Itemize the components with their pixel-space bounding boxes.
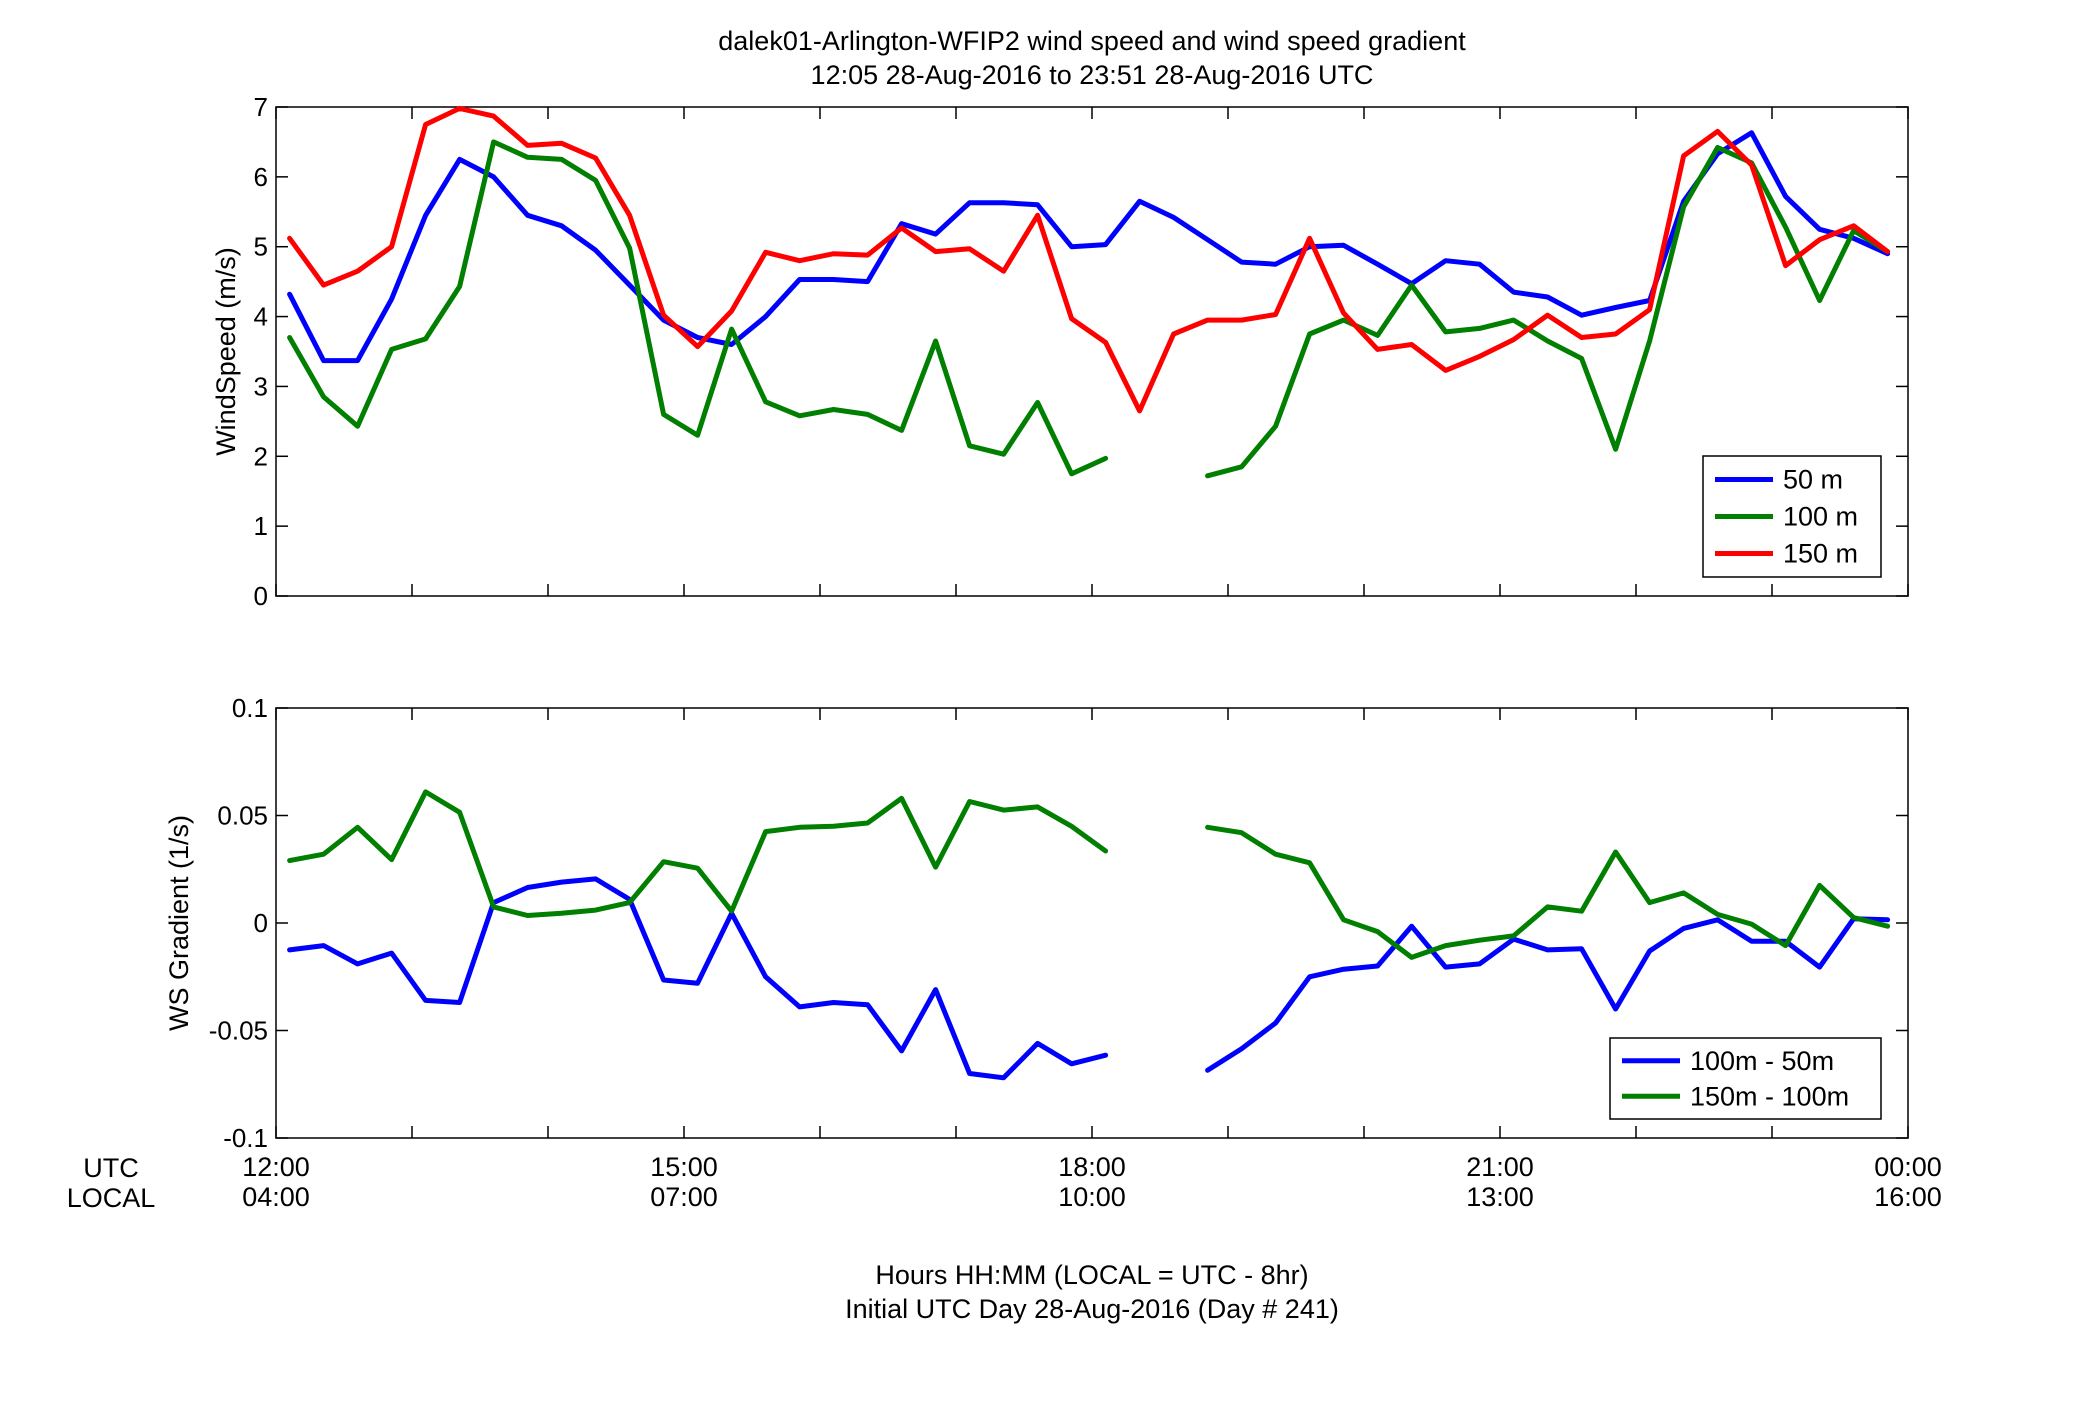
legend-label: 100 m: [1783, 502, 1858, 532]
y-tick-label: 0.1: [232, 693, 268, 723]
legend-label: 100m - 50m: [1690, 1046, 1834, 1076]
legend-label: 150m - 100m: [1690, 1081, 1849, 1111]
y-tick-label: 1: [254, 511, 268, 541]
y-tick-label: 0: [254, 908, 268, 938]
legend-label: 50 m: [1783, 465, 1843, 495]
plot-frame: [275, 106, 1909, 597]
x-axis-label-line1: Hours HH:MM (LOCAL = UTC - 8hr): [875, 1260, 1308, 1290]
legend-label: 150 m: [1783, 539, 1858, 569]
legend-box: [1609, 1037, 1882, 1120]
x-tick-label-utc: 15:00: [650, 1152, 718, 1182]
y-tick-label: -0.1: [223, 1123, 268, 1153]
x-tick-label-local: 16:00: [1874, 1182, 1942, 1212]
x-tick-label-utc: 18:00: [1058, 1152, 1126, 1182]
windspeed-panel: 0 1 2 3 4 5 6 7 WindSpeed (m/s) 50 m 100 m 150 m: [211, 92, 1909, 611]
y-axis-label: WS Gradient (1/s): [164, 815, 194, 1031]
x-tick-label-local: 04:00: [242, 1182, 310, 1212]
y-tick-label: 7: [254, 92, 268, 122]
y-axis-label: WindSpeed (m/s): [211, 247, 241, 456]
x-tick-label-local: 07:00: [650, 1182, 718, 1212]
y-tick-label: 5: [254, 232, 268, 262]
x-tick-label-utc: 12:00: [242, 1152, 310, 1182]
x-tick-label-utc: 21:00: [1466, 1152, 1534, 1182]
y-tick-label: 6: [254, 162, 268, 192]
x-tick-label-utc: 00:00: [1874, 1152, 1942, 1182]
y-tick-label: 2: [254, 441, 268, 471]
y-tick-label: 4: [254, 302, 268, 332]
series-line: [287, 130, 1891, 364]
x-tick-label-local: 13:00: [1466, 1182, 1534, 1212]
y-tick-label: 3: [254, 371, 268, 401]
x-tick-label-local: 10:00: [1058, 1182, 1126, 1212]
utc-row-label: UTC: [83, 1153, 139, 1183]
y-tick-label: 0: [254, 581, 268, 611]
local-row-label: LOCAL: [67, 1183, 156, 1213]
y-tick-label: -0.05: [209, 1016, 268, 1046]
chart-title-line1: dalek01-Arlington-WFIP2 wind speed and w…: [718, 26, 1466, 56]
series-line: [287, 789, 1891, 960]
series-line: [287, 105, 1891, 414]
chart-title-line2: 12:05 28-Aug-2016 to 23:51 28-Aug-2016 U…: [811, 60, 1374, 90]
series-line: [287, 139, 1891, 479]
y-tick-label: 0.05: [217, 801, 268, 831]
x-axis-label-line2: Initial UTC Day 28-Aug-2016 (Day # 241): [845, 1294, 1339, 1324]
